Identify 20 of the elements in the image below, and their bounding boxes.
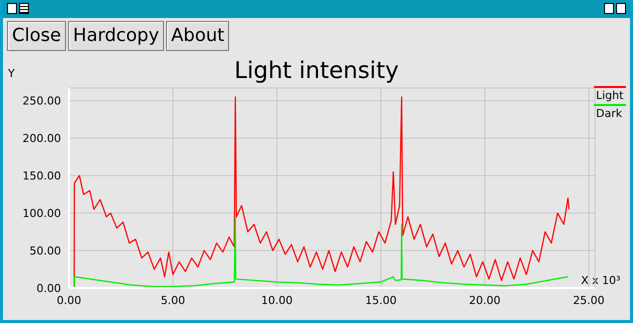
legend-label: Dark (594, 104, 626, 122)
y-tick-label: 250.00 (22, 94, 61, 108)
y-tick-label: 150.00 (22, 170, 61, 183)
x-tick-label: 0.00 (56, 294, 82, 307)
x-tick-label: 5.00 (160, 294, 186, 307)
x-tick-label: 15.00 (365, 294, 397, 307)
y-tick-label: 200.00 (22, 132, 61, 146)
y-tick-label: 0.00 (36, 282, 61, 295)
toolbar-button[interactable]: About (166, 21, 230, 51)
y-tick-label: 100.00 (22, 207, 61, 220)
y-axis-title: Y (8, 67, 15, 80)
toolbar-button[interactable]: Close (7, 21, 66, 51)
legend-label: Light (594, 86, 626, 104)
toolbar-button[interactable]: Hardcopy (68, 21, 164, 51)
x-tick-label: 20.00 (469, 294, 501, 307)
x-tick-label: 25.00 (573, 294, 605, 307)
x-tick-label: 10.00 (261, 294, 293, 307)
chart-title: Light intensity (234, 58, 399, 84)
line-series (74, 216, 569, 288)
y-tick-label: 50.00 (30, 244, 61, 258)
